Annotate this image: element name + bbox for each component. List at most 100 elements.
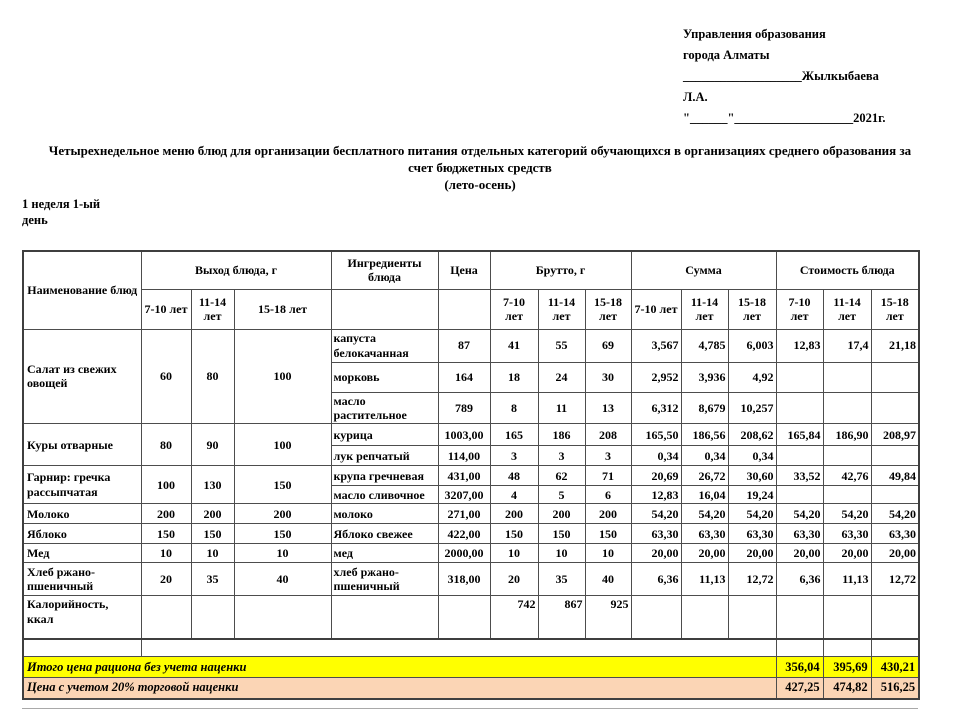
price-cell: 422,00 [437, 523, 491, 545]
brutto-cell: 3 [537, 445, 586, 467]
total-value: 356,04 [775, 656, 824, 678]
brutto-cell: 165 [489, 423, 539, 447]
brutto-cell: 13 [584, 391, 632, 425]
header-age-sum-1: 7-10 лет [630, 288, 682, 330]
sum-cell: 20,00 [630, 543, 682, 564]
output-cell: 130 [190, 465, 235, 505]
sum-cell: 20,00 [727, 543, 777, 564]
cost-cell: 21,18 [870, 328, 920, 363]
week-day-label: 1 неделя 1-ый день [22, 197, 101, 227]
price-cell: 2000,00 [437, 543, 491, 564]
table-row: Гарнир: гречка рассыпчатая 100 130 150 крупа… [22, 465, 920, 505]
total-value: 516,25 [870, 677, 920, 699]
dish-name-cell: Яблоко [22, 523, 142, 545]
total-value: 427,25 [775, 677, 824, 699]
output-cell: 150 [140, 523, 192, 545]
sum-cell: 4,785 [680, 328, 729, 363]
menu-table: Наименование блюд Выход блюда, г Ингреди… [22, 250, 921, 640]
cost-cell [822, 485, 872, 505]
header-price-spacer [437, 288, 491, 330]
ingredient-cell: курица [330, 423, 439, 447]
sum-cell: 0,34 [680, 445, 729, 467]
cost-cell [822, 391, 872, 425]
header-dish-name: Наименование блюд [22, 250, 142, 330]
dish-name-cell: Мед [22, 543, 142, 564]
brutto-cell: 200 [489, 503, 539, 525]
total-row-no-markup: Итого цена рациона без учета наценки 356… [22, 656, 920, 678]
brutto-cell: 18 [489, 361, 539, 393]
sum-cell: 54,20 [630, 503, 682, 525]
cost-cell [870, 445, 920, 467]
output-cell: 100 [233, 328, 332, 425]
total-value: 395,69 [822, 656, 872, 678]
cost-cell: 208,97 [870, 423, 920, 447]
header-age-output-2: 11-14 лет [190, 288, 235, 330]
approval-block: Управления образования города Алматы ___… [683, 24, 945, 129]
sum-cell: 8,679 [680, 391, 729, 425]
cost-cell: 33,52 [775, 465, 824, 487]
cost-cell: 63,30 [822, 523, 872, 545]
table-row: Салат из свежих овощей 60 80 100 капуста бел… [22, 328, 920, 425]
sum-cell: 63,30 [630, 523, 682, 545]
brutto-cell: 150 [489, 523, 539, 545]
output-cell: 80 [190, 328, 235, 425]
sum-cell [727, 595, 777, 640]
brutto-cell: 20 [489, 562, 539, 597]
cost-cell: 186,90 [822, 423, 872, 447]
document-title: Четырехнедельное меню блюд для организац… [48, 143, 912, 175]
price-cell: 789 [437, 391, 491, 425]
cost-cell: 6,36 [775, 562, 824, 597]
output-cell: 20 [140, 562, 192, 597]
cost-cell: 12,72 [870, 562, 920, 597]
output-cell: 200 [140, 503, 192, 525]
price-cell: 114,00 [437, 445, 491, 467]
header-cost-group: Стоимость блюда [775, 250, 920, 290]
ingredient-cell [330, 595, 439, 640]
cost-cell: 54,20 [822, 503, 872, 525]
page-bottom-rule [22, 708, 918, 709]
ingredient-cell: хлеб ржано-пшеничный [330, 562, 439, 597]
sum-cell: 186,56 [680, 423, 729, 447]
ingredient-cell: крупа гречневая [330, 465, 439, 487]
header-sum-group: Сумма [630, 250, 777, 290]
dish-name-cell: Куры отварные [22, 423, 142, 467]
sum-cell: 0,34 [630, 445, 682, 467]
price-cell: 87 [437, 328, 491, 363]
brutto-cell: 6 [584, 485, 632, 505]
sum-cell: 20,69 [630, 465, 682, 487]
header-age-cost-3: 15-18 лет [870, 288, 920, 330]
sum-cell: 4,92 [727, 361, 777, 393]
table-row: Молоко 200 200 200 молоко 271,00 200 200 200 54,2… [22, 503, 920, 525]
output-cell: 80 [140, 423, 192, 467]
total-row-with-markup: Цена с учетом 20% торговой наценки 427,2… [22, 677, 920, 699]
cost-cell: 20,00 [870, 543, 920, 564]
cost-cell: 11,13 [822, 562, 872, 597]
header-age-brutto-3: 15-18 лет [584, 288, 632, 330]
cost-cell: 165,84 [775, 423, 824, 447]
cost-cell [775, 595, 824, 640]
brutto-cell: 5 [537, 485, 586, 505]
cost-cell: 63,30 [870, 523, 920, 545]
cost-cell: 42,76 [822, 465, 872, 487]
output-cell: 100 [233, 423, 332, 467]
price-cell [437, 595, 491, 640]
brutto-cell: 11 [537, 391, 586, 425]
sum-cell: 3,567 [630, 328, 682, 363]
brutto-cell: 200 [537, 503, 586, 525]
header-output-group: Выход блюда, г [140, 250, 332, 290]
brutto-cell: 69 [584, 328, 632, 363]
sum-cell: 20,00 [680, 543, 729, 564]
header-age-cost-2: 11-14 лет [822, 288, 872, 330]
sum-cell: 6,36 [630, 562, 682, 597]
cost-cell [870, 595, 920, 640]
title-block: Четырехнедельное меню блюд для организац… [30, 142, 930, 193]
output-cell: 35 [190, 562, 235, 597]
price-cell: 164 [437, 361, 491, 393]
signature-line: ___________________Жылкыбаева [683, 69, 879, 83]
brutto-cell: 10 [537, 543, 586, 564]
cost-cell: 49,84 [870, 465, 920, 487]
output-cell: 150 [233, 465, 332, 505]
total-value: 430,21 [870, 656, 920, 678]
spacer-cell [822, 638, 872, 657]
